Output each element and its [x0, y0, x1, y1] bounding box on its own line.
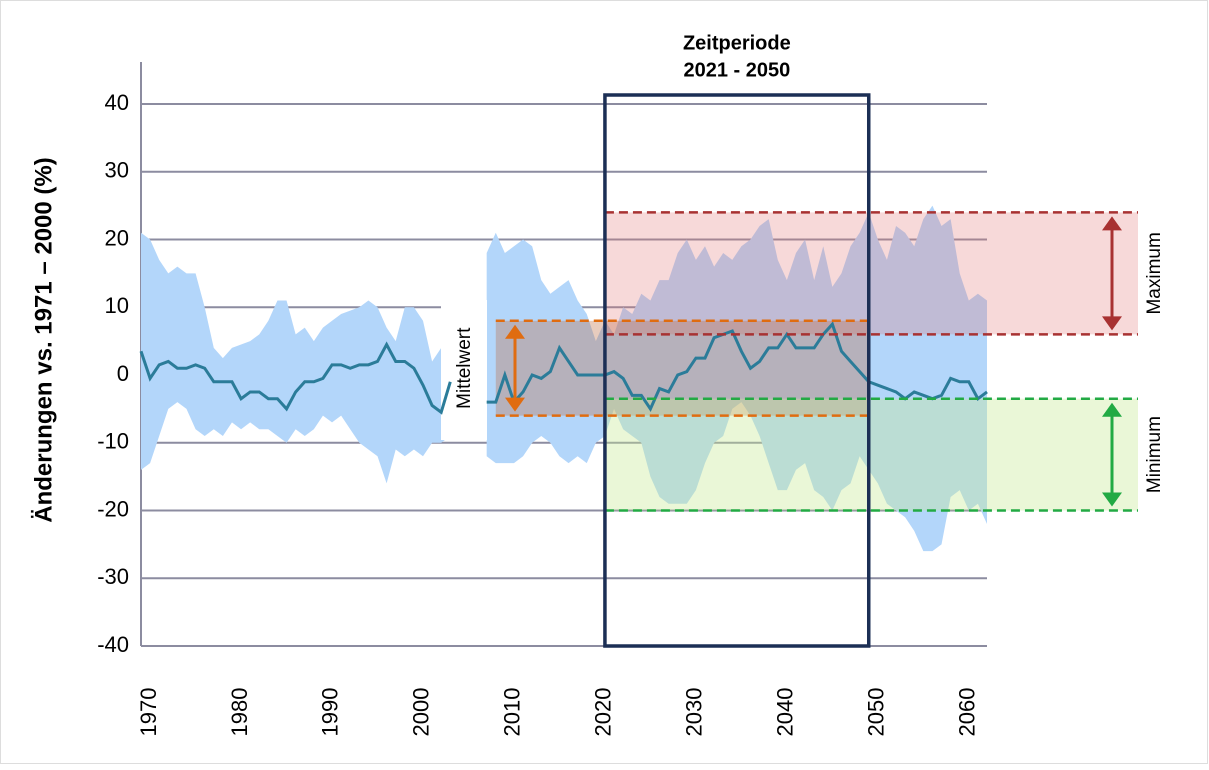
range-fill	[604, 398, 1138, 511]
y-tick-label: 10	[105, 293, 129, 318]
x-tick-label: 1980	[227, 688, 252, 737]
period-box	[603, 93, 871, 648]
x-tick-label: 2040	[773, 688, 798, 737]
x-tick-label: 2020	[591, 688, 616, 737]
range-band	[141, 232, 451, 484]
x-tick-label: 1970	[136, 688, 161, 737]
y-axis-label: Änderungen vs. 1971 – 2000 (%)	[30, 157, 57, 522]
y-tick-label: -10	[97, 429, 129, 454]
range-label: Maximum	[1144, 232, 1165, 314]
x-tick-label: 1990	[318, 688, 343, 737]
x-tick-label: 2000	[409, 688, 434, 737]
x-tick-label: 2060	[955, 688, 980, 737]
arrow-head	[1102, 316, 1122, 331]
arrow-head	[505, 397, 525, 412]
y-tick-label: -20	[97, 496, 129, 521]
period-label: Zeitperiode	[683, 32, 791, 54]
arrow-head	[1102, 402, 1122, 417]
range-fill	[604, 212, 1138, 335]
range-band	[486, 205, 987, 552]
period-label: 2021 - 2050	[683, 59, 790, 81]
y-tick-label: 40	[105, 90, 129, 115]
range-label: Mittelwert	[454, 327, 475, 409]
arrow-head	[1102, 492, 1122, 507]
mean-line	[139, 341, 452, 415]
label-background	[441, 300, 487, 440]
range-label: Minimum	[1144, 416, 1165, 493]
y-tick-label: 0	[117, 361, 129, 386]
y-tick-label: 30	[105, 158, 129, 183]
y-tick-label: -40	[97, 632, 129, 657]
x-tick-label: 2030	[682, 688, 707, 737]
y-tick-label: 20	[105, 225, 129, 250]
arrow-head	[505, 324, 525, 339]
x-tick-label: 2010	[500, 688, 525, 737]
y-tick-label: -30	[97, 564, 129, 589]
x-tick-label: 2050	[864, 688, 889, 737]
arrow-head	[1102, 216, 1122, 231]
